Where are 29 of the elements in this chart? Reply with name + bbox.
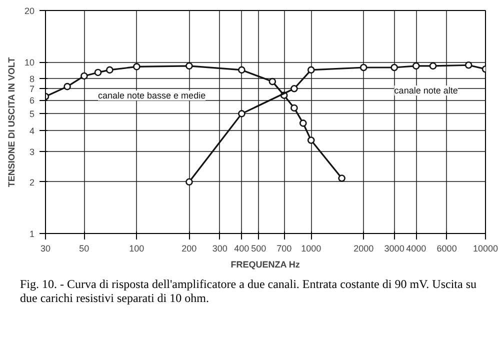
y-tick-label: 4	[29, 126, 35, 136]
x-tick-label: 50	[79, 244, 90, 254]
x-tick-label: 100	[129, 244, 144, 254]
y-tick-label: 10	[24, 58, 35, 68]
x-tick-label: 3000	[384, 244, 404, 254]
y-tick-label: 8	[29, 74, 35, 84]
x-tick-label: 700	[276, 244, 292, 254]
x-tick-label: 500	[251, 244, 266, 254]
x-tick-label: 1000	[301, 244, 322, 254]
x-axis-title: FREQUENZA Hz	[230, 260, 300, 270]
series-label: canale note basse e medie	[98, 90, 206, 100]
x-tick-label: 10000	[472, 244, 498, 254]
y-tick-label: 3	[29, 147, 35, 158]
x-tick-label: 200	[182, 244, 197, 254]
y-tick-label: 1	[29, 229, 35, 239]
y-tick-label: 7	[29, 84, 35, 94]
y-tick-label: 6	[29, 96, 35, 106]
y-axis-title: TENSIONE DI USCITA IN VOLT	[6, 56, 16, 188]
x-tick-label: 30	[40, 244, 51, 254]
x-tick-label: 4000	[406, 244, 426, 254]
x-tick-label: 400	[234, 244, 250, 254]
series-label: canale note alte	[394, 86, 458, 96]
x-tick-label: 300	[212, 244, 228, 254]
y-tick-label: 2	[29, 177, 35, 188]
y-tick-label: 5	[29, 109, 35, 120]
caption: Fig. 10. - Curva di risposta dell'amplificatore a due canali. Entrata costante di 90 mV. Uscita su due carichi resistivi separati di 10 ohm.	[20, 277, 478, 306]
y-tick-label: 20	[24, 6, 35, 16]
x-tick-label: 6000	[436, 244, 457, 254]
x-tick-label: 2000	[354, 244, 374, 254]
